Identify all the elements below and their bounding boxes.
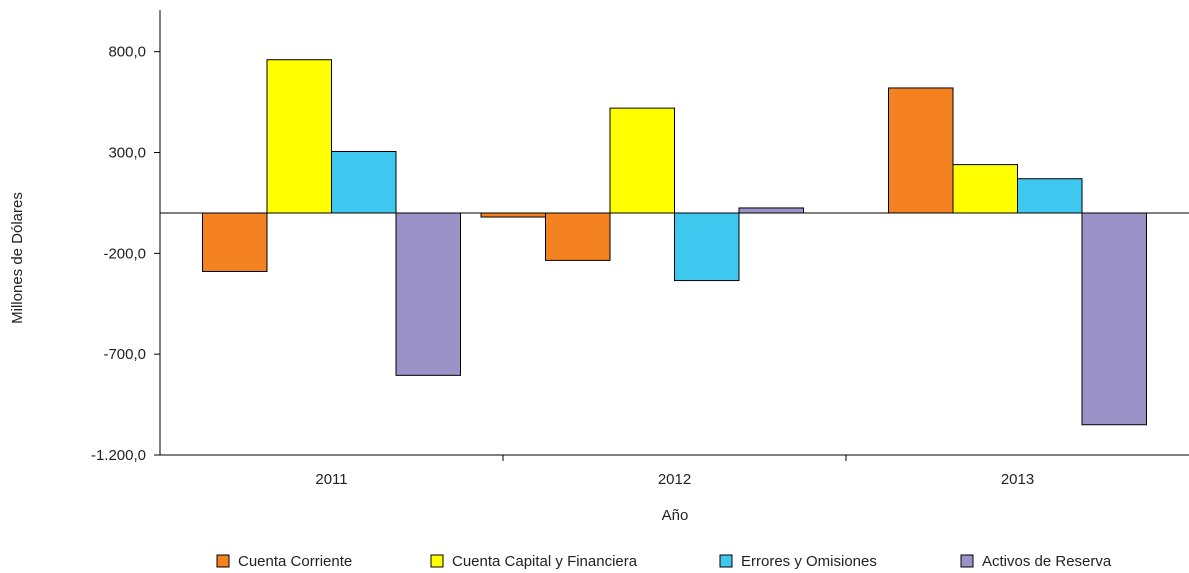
legend-label: Cuenta Capital y Financiera [452,553,638,570]
bar-cuenta-corriente-2011 [202,212,268,272]
bar-extra-2012 [480,212,546,218]
bar-cuenta-capital-y-financiera-2011 [266,59,332,214]
bar-cuenta-capital-y-financiera-2013 [952,164,1018,214]
bar-errores-y-omisiones-2011 [331,150,397,214]
y-tick-label: -1.200,0 [91,447,146,464]
legend-swatch [960,554,974,568]
legend-label: Errores y Omisiones [741,553,877,570]
x-tick-label: 2011 [315,471,347,488]
legend-label: Cuenta Corriente [238,553,352,570]
y-tick-label: -200,0 [103,245,146,262]
legend-swatch [430,554,444,568]
legend-swatch [719,554,733,568]
bars-group [202,59,1147,426]
bar-cuenta-corriente-2013 [888,87,954,214]
x-tick-label: 2013 [1001,471,1034,488]
bar-cuenta-capital-y-financiera-2012 [609,107,675,214]
x-axis-ticks: 2011 2012 2013 [315,455,1034,488]
y-tick-label: 300,0 [108,145,146,162]
bar-activos-de-reserva-2012 [738,207,804,214]
y-axis-title: Millones de Dólares [9,192,26,324]
bar-errores-y-omisiones-2013 [1017,178,1083,214]
legend-label: Activos de Reserva [982,553,1112,570]
bar-activos-de-reserva-2011 [395,212,461,376]
x-tick-label: 2012 [658,471,691,488]
legend-swatch [216,554,230,568]
x-axis-title: Año [662,507,689,524]
bar-cuenta-corriente-2012 [545,212,611,261]
legend: Cuenta Corriente Cuenta Capital y Financi… [216,553,1112,570]
y-tick-label: -700,0 [103,346,146,363]
y-axis-ticks: 800,0 300,0 -200,0 -700,0 -1.200,0 [91,44,160,464]
bar-activos-de-reserva-2013 [1081,212,1147,426]
y-tick-label: 800,0 [108,44,146,61]
bar-errores-y-omisiones-2012 [674,212,740,282]
